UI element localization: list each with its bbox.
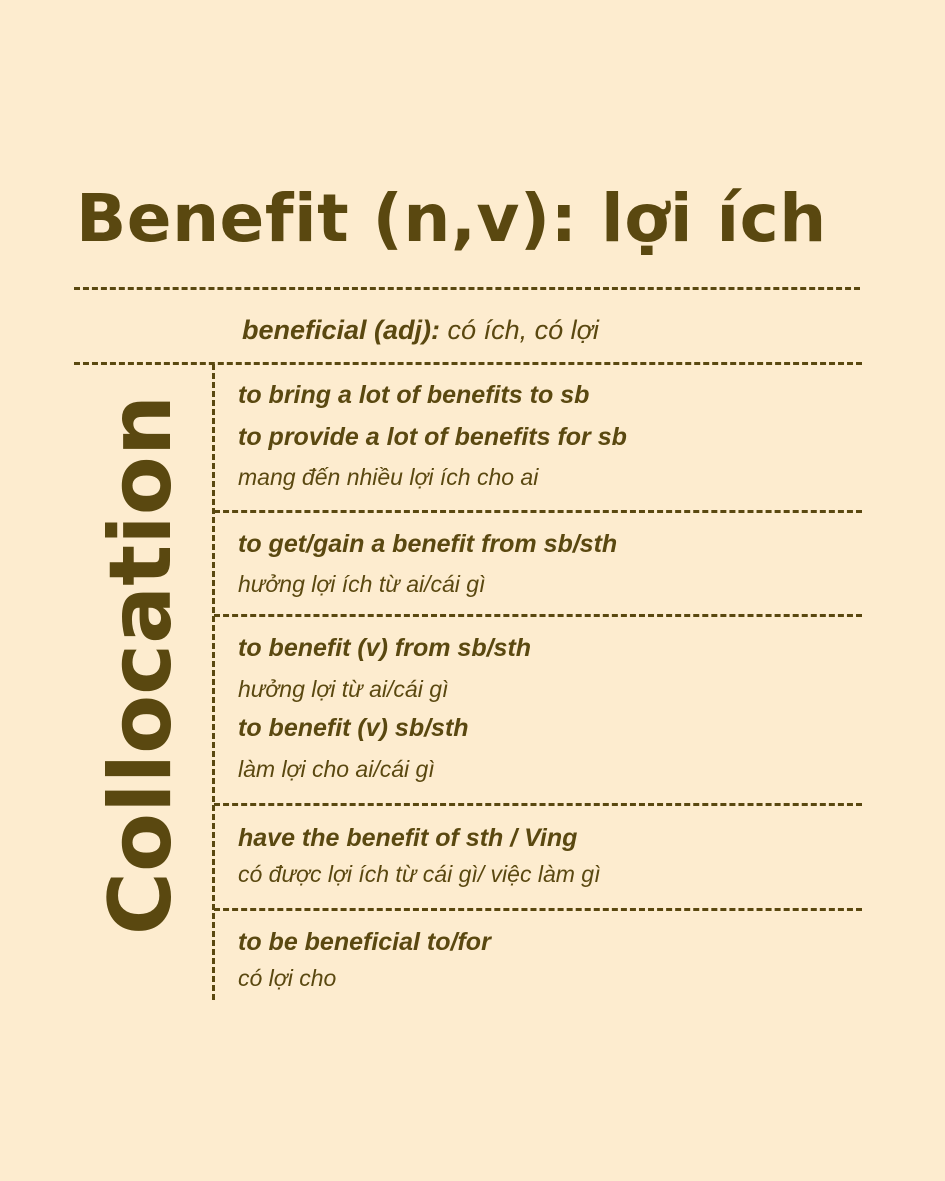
title-divider	[74, 287, 860, 290]
group-divider	[214, 803, 862, 806]
collocation-phrase: to benefit (v) sb/sth	[238, 714, 469, 742]
collocation-meaning: có được lợi ích từ cái gì/ việc làm gì	[238, 861, 601, 887]
collocation-phrase: to get/gain a benefit from sb/sth	[238, 530, 618, 558]
collocation-meaning: có lợi cho	[238, 965, 337, 991]
group-divider	[214, 510, 862, 513]
derived-form: beneficial (adj): có ích, có lợi	[242, 315, 599, 346]
page-title: Benefit (n,v): lợi ích	[76, 180, 827, 257]
derived-meaning: có ích, có lợi	[447, 315, 599, 345]
collocation-meaning: hưởng lợi từ ai/cái gì	[238, 676, 449, 702]
collocation-column-divider	[212, 364, 215, 1000]
collocation-phrase: to provide a lot of benefits for sb	[238, 423, 627, 451]
collocation-meaning: mang đến nhiều lợi ích cho ai	[238, 464, 539, 490]
group-divider	[214, 614, 862, 617]
collocation-phrase: have the benefit of sth / Ving	[238, 824, 578, 852]
collocation-meaning: làm lợi cho ai/cái gì	[238, 756, 435, 782]
collocation-meaning: hưởng lợi ích từ ai/cái gì	[238, 571, 486, 597]
collocation-phrase: to benefit (v) from sb/sth	[238, 634, 532, 662]
section-divider	[74, 362, 862, 365]
group-divider	[214, 908, 862, 911]
collocation-phrase: to bring a lot of benefits to sb	[238, 381, 590, 409]
derived-word: beneficial (adj):	[242, 315, 441, 345]
collocation-label: Collocation	[91, 394, 191, 936]
collocation-phrase: to be beneficial to/for	[238, 928, 491, 956]
